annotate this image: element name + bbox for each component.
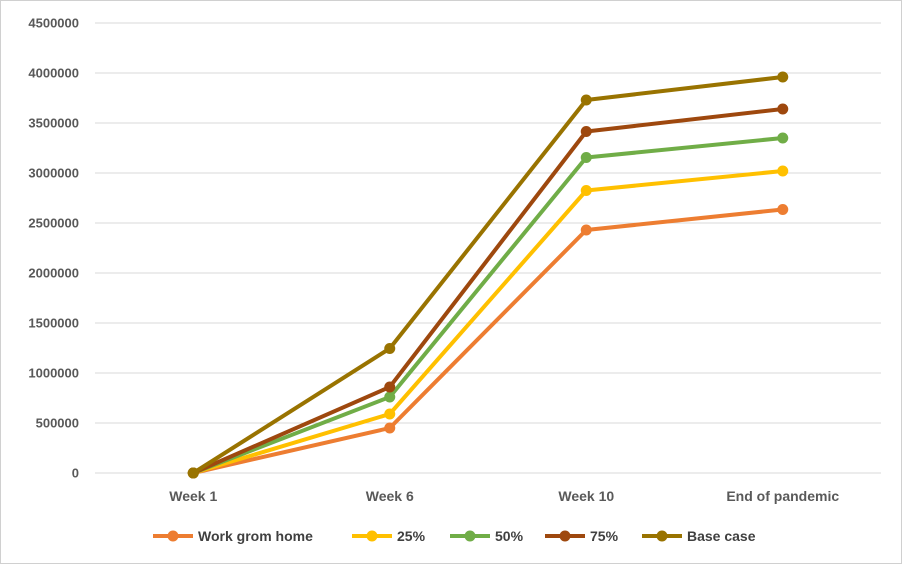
y-tick-label: 1500000 [28,316,79,331]
y-tick-label: 1000000 [28,366,79,381]
legend-swatch-marker [656,530,668,542]
data-point [777,71,789,83]
legend-label: 25% [397,528,426,544]
legend-label: 75% [590,528,619,544]
legend-item: 50% [450,528,524,544]
series-line [191,107,785,475]
series-3 [187,103,789,479]
gridlines [95,22,881,474]
data-point [384,391,396,403]
data-point [384,422,396,434]
x-axis-ticks: Week 1 Week 6 Week 10 End of pandemic [169,488,839,504]
data-point [777,103,789,115]
x-tick-label: End of pandemic [726,488,839,504]
data-point [384,408,396,420]
series-group [187,71,789,479]
x-tick-label: Week 6 [366,488,414,504]
series-line [191,136,785,475]
data-point [384,343,396,354]
legend-item: 75% [545,528,619,544]
series-line [191,169,785,475]
y-tick-label: 3000000 [28,166,79,181]
data-point [384,381,396,393]
legend-label: Work grom home [198,528,313,544]
legend-swatch-marker [366,530,378,542]
y-tick-label: 2500000 [28,216,79,231]
y-tick-label: 4000000 [28,66,79,81]
data-point [187,467,199,479]
series-2 [187,132,789,479]
data-point [777,165,789,177]
data-point [580,224,592,236]
series-line [191,207,785,475]
y-tick-label: 2000000 [28,266,79,281]
y-axis-ticks: 0 500000 1000000 1500000 2000000 2500000 30000… [28,16,79,481]
data-point [580,126,592,137]
x-tick-label: Week 10 [558,488,614,504]
data-point [777,204,789,215]
legend-item: 25% [352,528,426,544]
legend-swatch-marker [559,530,571,542]
y-tick-label: 0 [72,466,79,481]
legend-label: 50% [495,528,524,544]
data-point [580,94,592,106]
y-tick-label: 4500000 [28,16,79,31]
data-point [580,185,592,196]
series-line [191,75,785,475]
series-4 [187,71,789,479]
y-tick-label: 3500000 [28,116,79,131]
legend-label: Base case [687,528,756,544]
x-tick-label: Week 1 [169,488,217,504]
y-tick-label: 500000 [36,416,79,431]
legend: Work grom home 25% 50% 75% Base case [153,528,756,544]
legend-swatch-marker [464,530,476,542]
series-1 [187,165,789,479]
legend-swatch-marker [167,530,179,542]
data-point [777,132,789,144]
data-point [580,152,592,163]
legend-item: Base case [642,528,756,544]
legend-item: Work grom home [153,528,313,544]
